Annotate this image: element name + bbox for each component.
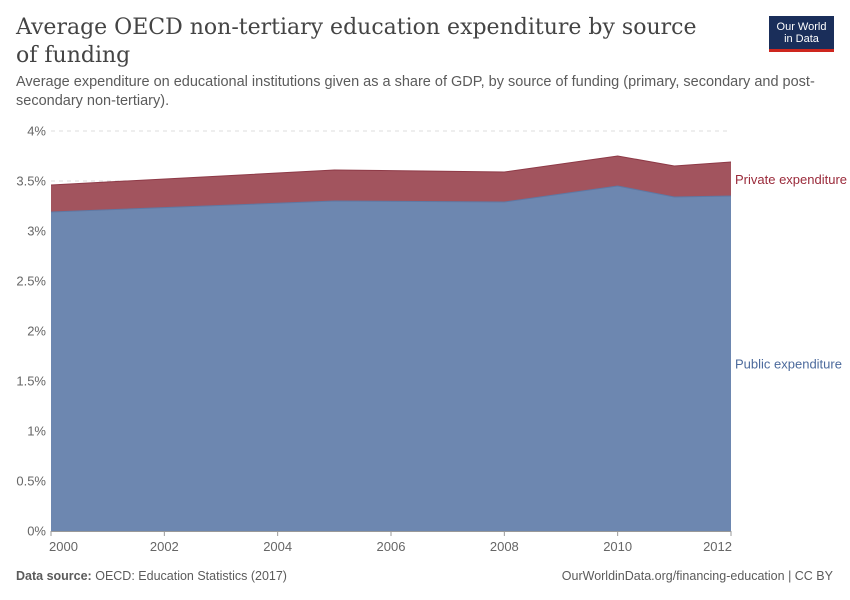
x-tick-label: 2010 <box>603 539 632 554</box>
x-tick-label: 2008 <box>490 539 519 554</box>
x-tick-label: 2006 <box>377 539 406 554</box>
data-source-label: Data source: <box>16 569 92 583</box>
data-source: Data source: OECD: Education Statistics … <box>16 569 287 583</box>
y-tick-label: 2% <box>27 324 46 339</box>
private-expenditure-area <box>51 156 731 212</box>
data-source-text[interactable]: OECD: Education Statistics (2017) <box>95 569 287 583</box>
x-tick-label: 2000 <box>49 539 78 554</box>
y-tick-label: 2.5% <box>16 274 46 289</box>
y-tick-label: 0.5% <box>16 474 46 489</box>
series-labels: Private expenditure Public expenditure <box>735 172 847 372</box>
y-tick-label: 3% <box>27 224 46 239</box>
logo-line-1: Our World <box>776 20 827 33</box>
area-chart: 0% 0.5% 1% 1.5% 2% 2.5% 3% 3.5% 4% 2000 2002 2004 20… <box>16 124 847 555</box>
source-url[interactable]: OurWorldinData.org/financing-education |… <box>561 569 833 583</box>
axes: 0% 0.5% 1% 1.5% 2% 2.5% 3% 3.5% 4% 2000 2002 2004 20… <box>16 124 732 555</box>
logo-line-2: in Data <box>784 32 819 45</box>
chart-title: Average OECD non-tertiary education expe… <box>16 15 697 68</box>
public-expenditure-line <box>50 185 732 213</box>
chart-subtitle: Average expenditure on educational insti… <box>16 74 815 109</box>
y-tick-label: 4% <box>27 124 46 139</box>
owid-logo[interactable]: Our World in Data <box>769 16 834 52</box>
private-expenditure-label: Private expenditure <box>735 172 847 187</box>
y-tick-label: 0% <box>27 524 46 539</box>
y-tick-label: 3.5% <box>16 174 46 189</box>
public-expenditure-label: Public expenditure <box>735 357 842 372</box>
y-tick-label: 1.5% <box>16 374 46 389</box>
area-series <box>50 155 732 531</box>
public-expenditure-area <box>51 186 731 531</box>
x-tick-label: 2012 <box>703 539 732 554</box>
x-tick-label: 2002 <box>150 539 179 554</box>
private-expenditure-line <box>50 155 732 186</box>
y-tick-label: 1% <box>27 424 46 439</box>
x-tick-label: 2004 <box>263 539 292 554</box>
